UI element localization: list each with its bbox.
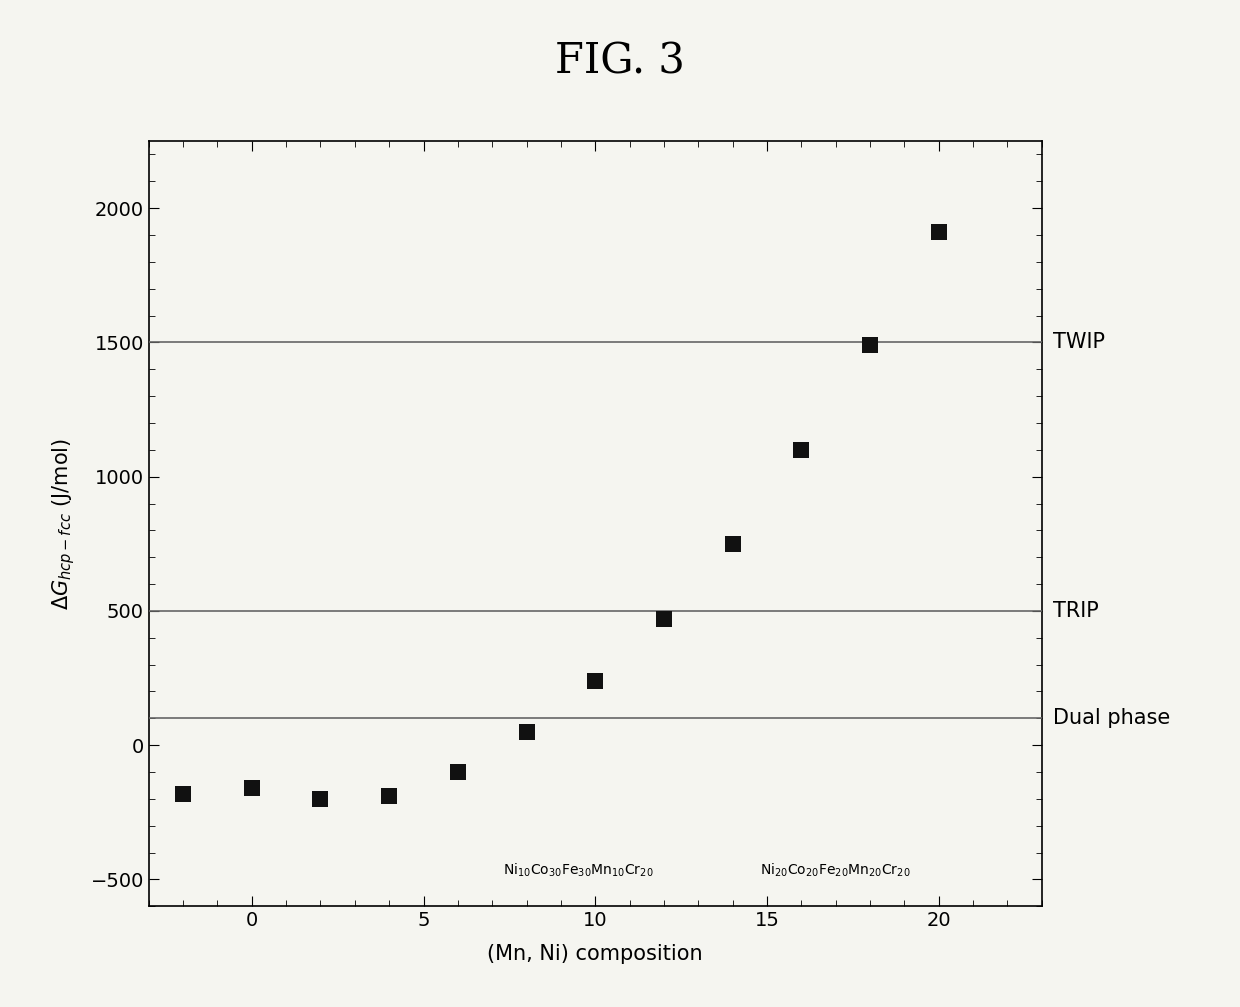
Point bbox=[448, 764, 467, 780]
Text: TWIP: TWIP bbox=[1053, 332, 1105, 352]
Y-axis label: $\Delta G_{hcp-fcc}$ (J/mol): $\Delta G_{hcp-fcc}$ (J/mol) bbox=[50, 438, 77, 609]
Point bbox=[242, 780, 262, 797]
X-axis label: (Mn, Ni) composition: (Mn, Ni) composition bbox=[487, 944, 703, 964]
Point bbox=[929, 225, 949, 241]
Point bbox=[310, 790, 330, 807]
Text: Ni$_{10}$Co$_{30}$Fe$_{30}$Mn$_{10}$Cr$_{20}$: Ni$_{10}$Co$_{30}$Fe$_{30}$Mn$_{10}$Cr$_… bbox=[502, 862, 653, 879]
Point bbox=[723, 536, 743, 552]
Text: FIG. 3: FIG. 3 bbox=[556, 40, 684, 83]
Point bbox=[379, 788, 399, 805]
Text: Ni$_{20}$Co$_{20}$Fe$_{20}$Mn$_{20}$Cr$_{20}$: Ni$_{20}$Co$_{20}$Fe$_{20}$Mn$_{20}$Cr$_… bbox=[760, 862, 911, 879]
Point bbox=[791, 442, 811, 458]
Point bbox=[585, 673, 605, 689]
Point bbox=[653, 611, 673, 627]
Point bbox=[517, 724, 537, 740]
Point bbox=[861, 337, 880, 353]
Text: Dual phase: Dual phase bbox=[1053, 708, 1171, 728]
Point bbox=[174, 785, 193, 802]
Text: TRIP: TRIP bbox=[1053, 601, 1099, 621]
